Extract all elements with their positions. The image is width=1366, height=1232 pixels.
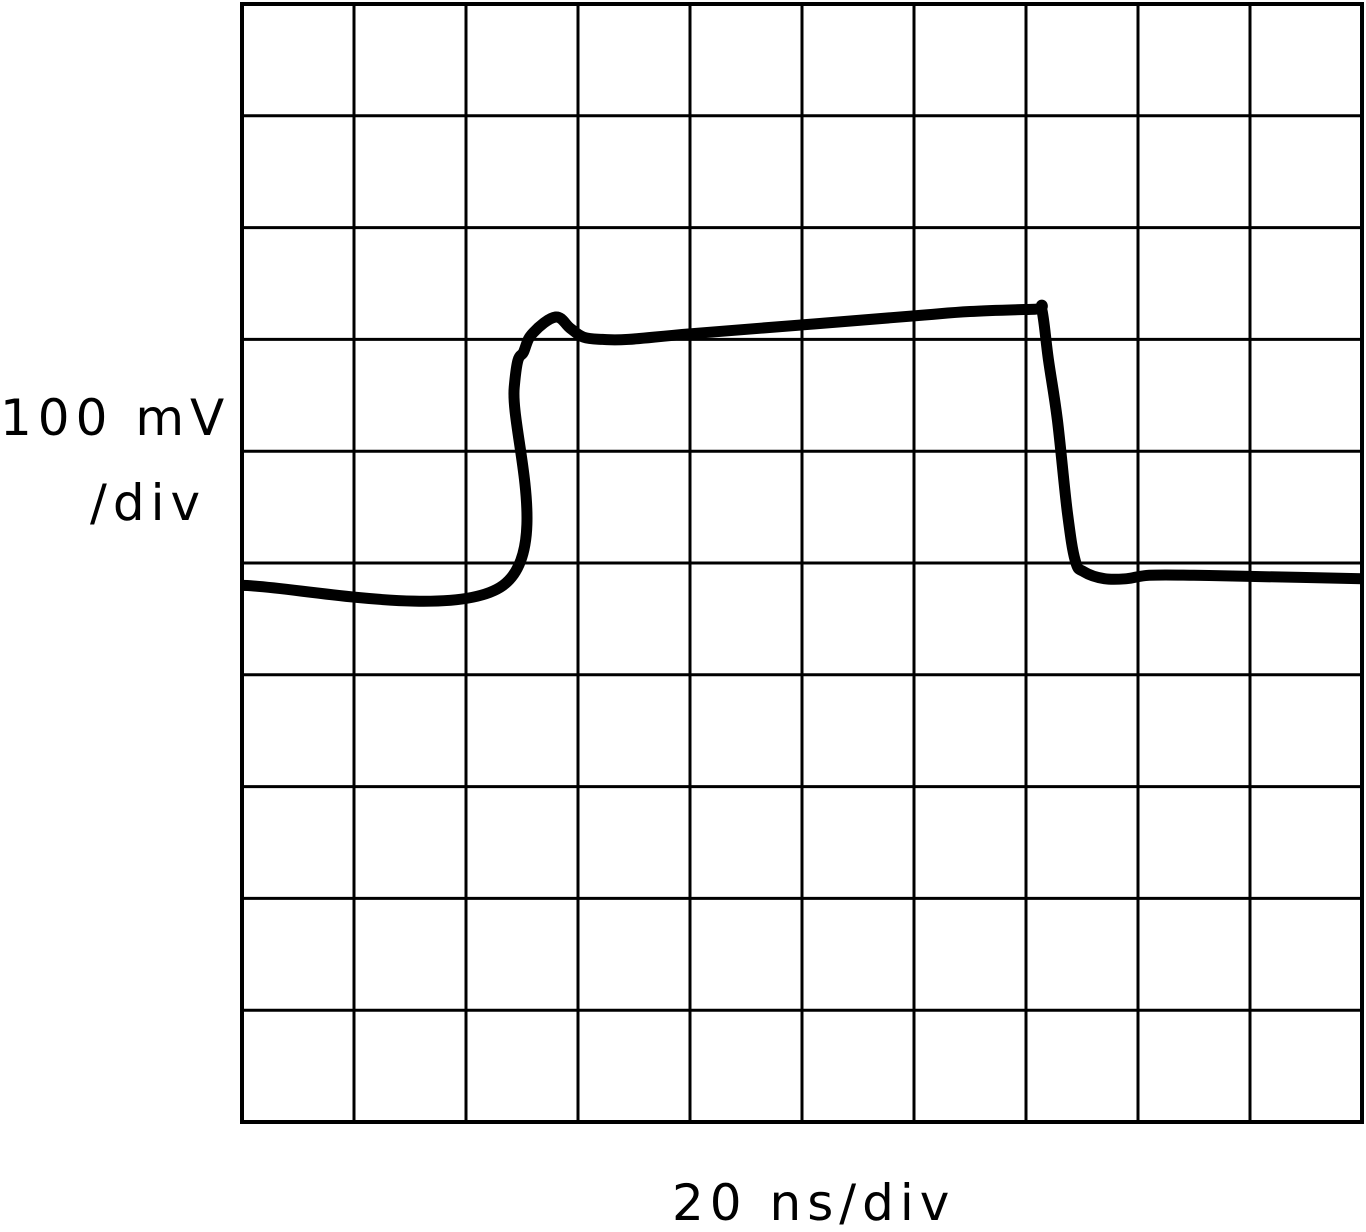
- y-axis-scale-label: 100 mV: [0, 389, 231, 447]
- x-axis-scale-label: 20 ns/div: [672, 1174, 956, 1232]
- waveform-trace-1: [241, 299, 1363, 607]
- y-axis-scale-unit-label: /div: [90, 474, 207, 532]
- trace-layer: [241, 299, 1363, 607]
- plot-frame: [240, 2, 1364, 1124]
- graticule: [240, 2, 1364, 1124]
